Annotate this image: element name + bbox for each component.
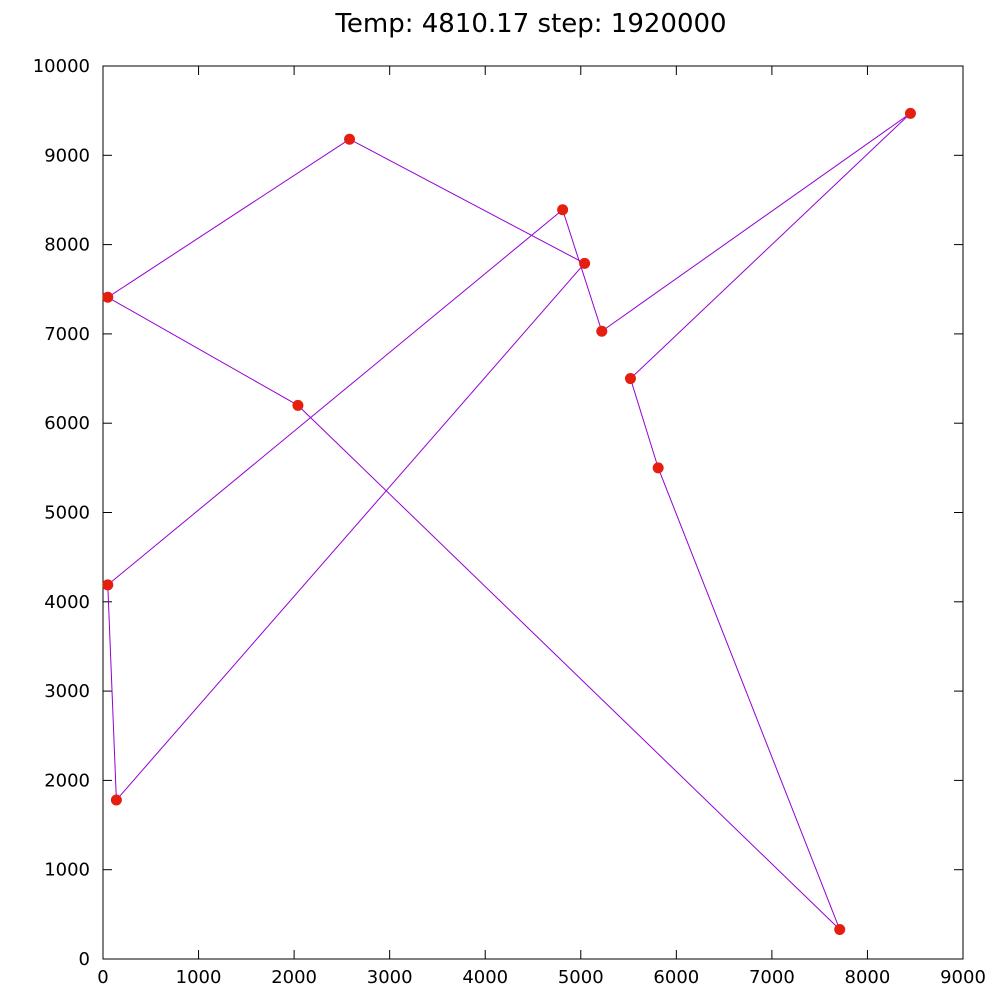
x-tick-label: 4000 [462, 967, 508, 988]
y-tick-label: 7000 [44, 324, 90, 345]
tour-segment [116, 263, 585, 801]
tour-segment [107, 584, 117, 801]
x-tick-label: 6000 [653, 967, 699, 988]
y-tick-label: 8000 [44, 235, 90, 256]
city-point [110, 794, 122, 806]
city-points [102, 107, 916, 936]
x-axis: 0 1000 2000 3000 4000 5000 6000 7000 8000 9000 [97, 66, 986, 988]
y-axis: 0 1000 2000 3000 4000 5000 6000 7000 8000 9000 100… [33, 56, 963, 970]
x-tick-label: 0 [97, 967, 108, 988]
y-tick-label: 0 [79, 949, 90, 970]
city-point [904, 107, 916, 119]
y-tick-label: 1000 [44, 860, 90, 881]
x-tick-label: 5000 [558, 967, 604, 988]
chart-title: Temp: 4810.17 step: 1920000 [334, 9, 726, 39]
city-point [102, 291, 114, 303]
x-tick-label: 8000 [845, 967, 891, 988]
y-tick-label: 4000 [44, 592, 90, 613]
tour-segment [630, 112, 911, 379]
tour-segment [349, 138, 585, 264]
tour-segment [629, 378, 659, 468]
tour-segment [107, 296, 299, 406]
city-point [579, 257, 591, 269]
x-tick-label: 3000 [367, 967, 413, 988]
y-tick-label: 2000 [44, 770, 90, 791]
city-point [834, 924, 846, 936]
y-tick-label: 6000 [44, 413, 90, 434]
y-tick-label: 5000 [44, 503, 90, 524]
city-point [557, 204, 569, 216]
tour-segment [107, 209, 563, 586]
x-tick-label: 7000 [749, 967, 795, 988]
city-point [102, 579, 114, 591]
tour-segment [657, 467, 841, 930]
y-tick-label: 10000 [33, 56, 90, 77]
tour-segment [562, 209, 603, 332]
tour-segment [297, 404, 841, 930]
y-tick-label: 3000 [44, 681, 90, 702]
x-tick-label: 2000 [271, 967, 317, 988]
city-point [624, 373, 636, 385]
city-point [652, 462, 664, 474]
x-tick-label: 1000 [176, 967, 222, 988]
city-point [344, 133, 356, 145]
tour-segment [107, 138, 350, 298]
city-point [292, 399, 304, 411]
plot-area-border [102, 65, 964, 960]
x-tick-label: 9000 [940, 967, 986, 988]
city-point [596, 325, 608, 337]
y-tick-label: 9000 [44, 145, 90, 166]
tour-path [107, 112, 911, 930]
tour-segment [601, 112, 911, 332]
